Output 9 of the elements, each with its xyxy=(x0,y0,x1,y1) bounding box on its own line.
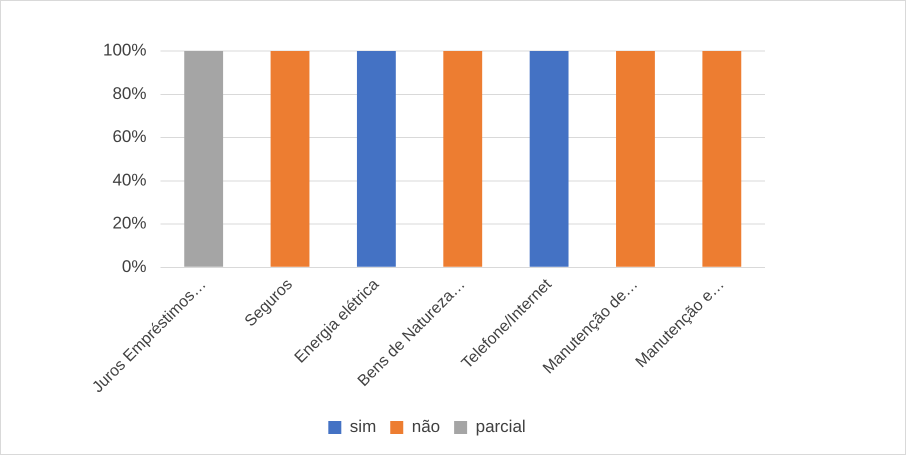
legend-label: não xyxy=(412,417,440,436)
y-tick-label: 100% xyxy=(102,40,146,60)
y-tick-label: 60% xyxy=(112,127,146,146)
y-tick-label: 20% xyxy=(112,214,146,233)
legend-label: sim xyxy=(350,417,376,436)
y-tick-label: 80% xyxy=(112,84,146,103)
y-tick-label: 40% xyxy=(112,170,146,190)
legend-label: parcial xyxy=(476,417,526,436)
y-tick-label: 0% xyxy=(122,256,146,276)
